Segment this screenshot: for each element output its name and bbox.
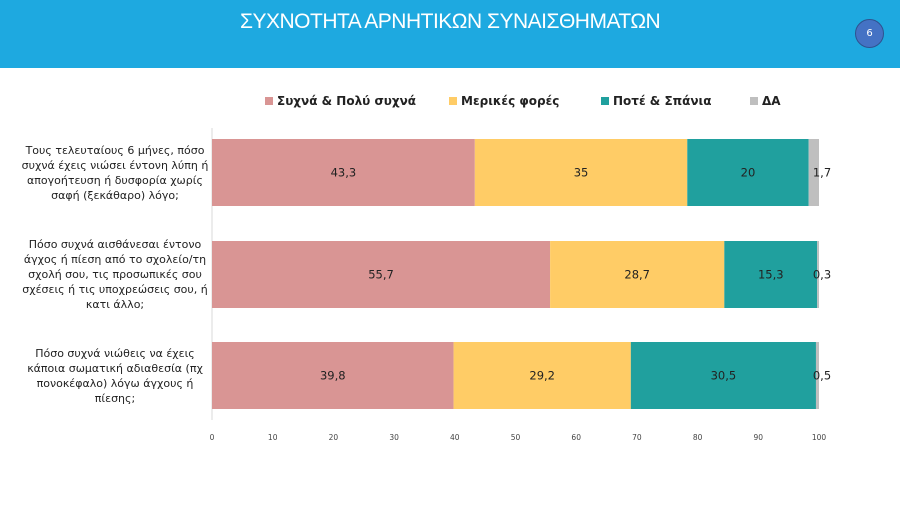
data-label: 29,2 [529,369,555,383]
data-label: 0,5 [813,369,831,383]
x-tick-label: 30 [389,433,399,442]
x-tick-label: 10 [268,433,278,442]
data-label: 55,7 [368,268,394,282]
legend-swatch [750,97,758,105]
bar-segment [212,139,475,206]
legend-item: Μερικές φορές [449,94,559,108]
legend-label: Μερικές φορές [461,94,560,108]
category-label: Πόσο συχνά νιώθεις να έχεις κάποια σωματ… [27,346,203,405]
data-label: 15,3 [758,268,784,282]
bar-segment [212,342,454,409]
bar-segment [815,342,819,409]
data-label: 28,7 [624,268,650,282]
data-label: 35 [574,166,589,180]
x-tick-label: 20 [329,433,339,442]
bar-segment [453,342,631,409]
bar-segment [212,241,551,308]
data-label: 1,7 [813,166,831,180]
legend-label: Ποτέ & Σπάνια [613,94,712,108]
legend-item: Συχνά & Πολύ συχνά [265,94,416,108]
page-title: ΣΥΧΝΟΤΗΤΑ ΑΡΝΗΤΙΚΩΝ ΣΥΝΑΙΣΘΗΜΑΤΩΝ [240,10,661,33]
x-tick-label: 50 [511,433,521,442]
data-label: 0,3 [813,268,831,282]
data-label: 43,3 [331,166,357,180]
page-number-badge: 6 [855,19,884,48]
legend-swatch [265,97,273,105]
data-label: 30,5 [711,369,737,383]
data-label: 20 [741,166,756,180]
header-bar: ΣΥΧΝΟΤΗΤΑ ΑΡΝΗΤΙΚΩΝ ΣΥΝΑΙΣΘΗΜΑΤΩΝ 6 [0,0,900,68]
data-label: 39,8 [320,369,346,383]
legend-label: ΔΑ [762,94,781,108]
legend-label: Συχνά & Πολύ συχνά [277,94,417,108]
bar-segment [474,139,688,206]
x-tick-label: 90 [754,433,764,442]
bar-segment [630,342,816,409]
x-tick-label: 70 [632,433,642,442]
category-label: Πόσο συχνά αισθάνεσαι έντονο άγχος ή πίε… [22,238,208,311]
category-label: Τους τελευταίους 6 μήνες, πόσο συχνά έχε… [21,143,209,202]
bar-segment [724,241,818,308]
x-tick-label: 100 [812,433,827,442]
bar-segment [687,139,809,206]
bar-segment [808,139,819,206]
bar-segment [550,241,725,308]
legend-item: Ποτέ & Σπάνια [601,94,711,108]
legend-swatch [601,97,609,105]
x-tick-label: 40 [450,433,460,442]
bar-segment [817,241,819,308]
legend-item: ΔΑ [750,94,781,108]
legend-swatch [449,97,457,105]
x-tick-label: 60 [571,433,581,442]
x-tick-label: 0 [210,433,215,442]
x-tick-label: 80 [693,433,703,442]
